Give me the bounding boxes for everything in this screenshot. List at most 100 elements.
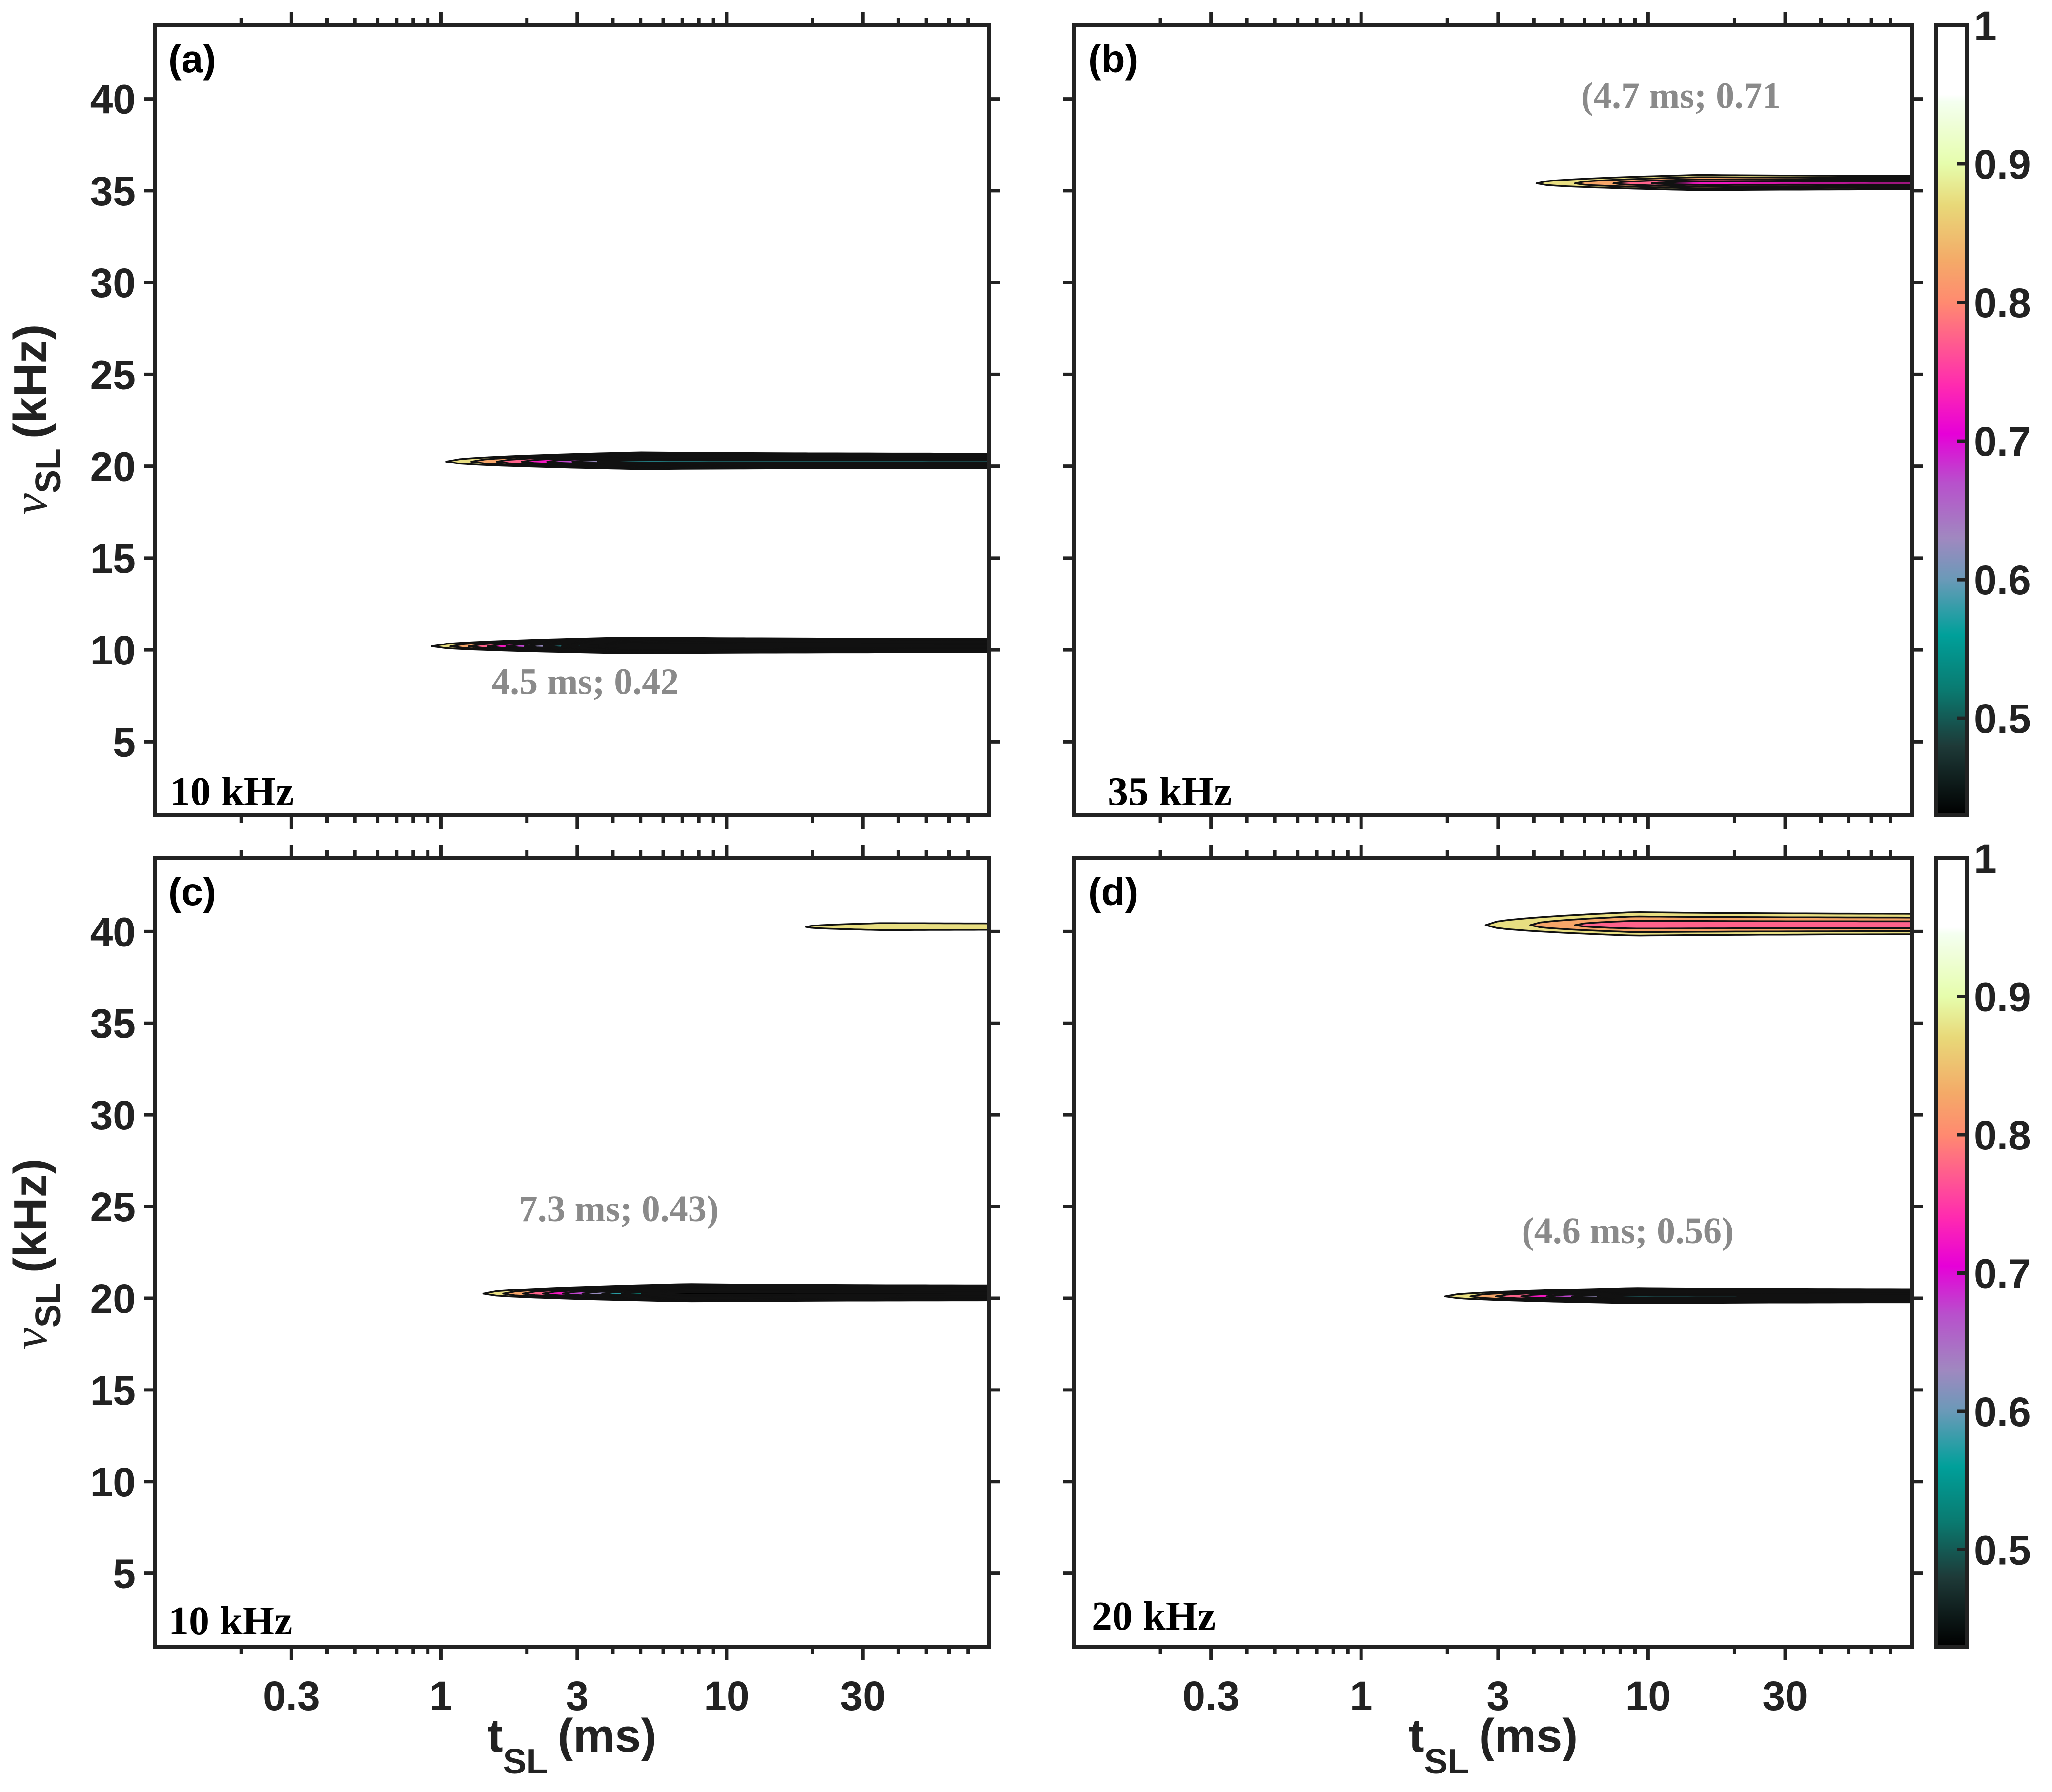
panel-a-contours [431,451,989,654]
x-tick-label: 1 [1350,1673,1373,1719]
panel-b-annotation: (4.7 ms; 0.71 [1581,75,1781,116]
y-axis-title-symbol: ν [3,1328,57,1349]
colorbar-tick-label: 0.7 [1974,1251,2031,1297]
colorbar-tick-label: 0.6 [1974,557,2031,603]
panel-b-ticks [1063,12,1923,829]
contour-band-20.25kHz [482,1283,989,1303]
y-axis-title-subscript: SL [29,448,68,493]
x-tick-label: 30 [840,1673,886,1719]
y-tick-label: 35 [90,1001,136,1047]
svg-text:νSL(kHz): νSL (kHz) [3,1158,68,1349]
colorbar-tick-label: 0.8 [1974,280,2031,326]
panel-d: (d) 20 kHz (4.6 ms; 0.56) 0.3 1 3 10 30 [1063,845,1923,1719]
x-tick-label: 0.3 [1182,1673,1239,1719]
panel-a-spinning-rate: 10 kHz [170,769,294,814]
y-axis-title-top: νSL (kHz) [3,324,68,515]
y-tick-label: 20 [90,1276,136,1322]
y-tick-label: 40 [90,909,136,955]
panel-b-label: (b) [1088,37,1138,81]
y-tick-label: 35 [90,168,136,214]
panel-c-annotation: 7.3 ms; 0.43) [519,1188,719,1229]
colorbar-tick-label: 0.7 [1974,419,2031,464]
x-tick-label: 10 [1625,1673,1671,1719]
x-axis-title-unit: (ms) [1479,1710,1578,1762]
colorbar-tick-label: 0.6 [1974,1389,2031,1435]
colorbar-bottom-frame [1934,856,1969,1649]
y-tick-label: 15 [90,1368,136,1413]
panel-d-spinning-rate: 20 kHz [1092,1593,1216,1639]
y-tick-label: 10 [90,1459,136,1505]
y-tick-label: 25 [90,352,136,398]
y-axis-title-unit: (kHz) [4,324,57,439]
panel-d-ticks [1063,845,1923,1660]
colorbar-tick-label: 1 [1974,3,1997,49]
colorbar-bottom-gradient [1936,858,1967,1647]
contour-level-0.8 [1574,920,1912,930]
colorbar-bottom: 0.5 0.6 0.7 0.8 0.9 1 [1934,836,2031,1649]
x-tick-label: 0.3 [263,1673,320,1719]
panel-c: (c) 10 kHz 7.3 ms; 0.43) 5 10 15 20 25 30 35 40… [90,845,1000,1719]
y-axis-title-unit: (kHz) [4,1158,57,1273]
x-tick-label: 3 [566,1673,589,1719]
colorbar-bottom-ticks: 0.5 0.6 0.7 0.8 0.9 1 [1957,836,2031,1573]
contour-band-20.25kHz [445,451,989,470]
colorbar-tick-label: 1 [1974,836,1997,882]
panel-b-spinning-rate: 35 kHz [1108,769,1232,814]
panel-a-frame [153,23,991,817]
colorbar-top-frame [1934,23,1969,817]
y-axis-title-bottom: νSL (kHz) [3,1158,68,1349]
panel-c-frame [153,856,991,1649]
panel-a: (a) 10 kHz 4.5 ms; 0.42 5 10 15 20 25 30 35 40 [90,12,1000,829]
panel-c-x-tick-labels: 0.3 1 3 10 30 [263,1673,886,1719]
x-axis-title-symbol: t [1409,1710,1424,1762]
panel-d-frame [1072,856,1914,1649]
y-tick-label: 30 [90,260,136,306]
y-tick-label: 5 [113,1551,136,1597]
y-axis-title-symbol: ν [3,493,57,515]
y-tick-label: 5 [113,719,136,765]
contour-band-10.2kHz [431,637,989,654]
panel-a-y-tick-labels: 5 10 15 20 25 30 35 40 [90,77,136,765]
x-axis-title-subscript: SL [503,1742,548,1781]
contour-band-40.35kHz [1484,911,1912,937]
panel-a-annotation: 4.5 ms; 0.42 [491,662,679,703]
panel-c-spinning-rate: 10 kHz [168,1598,292,1644]
colorbar-top-gradient [1936,25,1967,815]
panel-c-label: (c) [168,870,216,913]
y-tick-label: 25 [90,1184,136,1230]
y-tick-label: 15 [90,536,136,582]
colorbar-tick-label: 0.5 [1974,1528,2031,1573]
contour-level-0.45 [661,1291,989,1296]
panel-c-contours [482,922,989,1303]
contour-band-40.25kHz [805,922,989,931]
colorbar-tick-label: 0.8 [1974,1112,2031,1158]
contour-band-35.4kHz [1535,174,1912,191]
x-tick-label: 30 [1762,1673,1808,1719]
contour-level-0.45 [598,644,989,648]
panel-d-x-tick-labels: 0.3 1 3 10 30 [1182,1673,1808,1719]
contour-level-0.6 [1596,1294,1912,1298]
y-tick-label: 30 [90,1092,136,1138]
panel-d-label: (d) [1088,870,1138,913]
panel-d-contours [1444,911,1912,1304]
x-axis-title-subscript: SL [1424,1742,1469,1781]
colorbar-tick-label: 0.9 [1974,141,2031,187]
svg-text:tSL(ms): tSL (ms) [1409,1710,1578,1781]
contour-level-0.6 [597,459,989,464]
svg-text:νSL(kHz): νSL (kHz) [3,324,68,515]
x-tick-label: 10 [704,1673,749,1719]
svg-text:tSL(ms): tSL (ms) [488,1710,657,1781]
x-tick-label: 3 [1486,1673,1509,1719]
colorbar-top: 0.5 0.6 0.7 0.8 0.9 1 [1934,3,2031,817]
x-axis-title-unit: (ms) [558,1710,657,1762]
y-tick-label: 20 [90,444,136,490]
y-tick-label: 10 [90,627,136,673]
panel-b-frame [1072,23,1914,817]
panel-a-ticks [144,12,1000,829]
panel-b-contours [1535,174,1912,191]
y-axis-title-subscript: SL [29,1283,68,1328]
colorbar-tick-label: 0.5 [1974,696,2031,742]
x-tick-label: 1 [429,1673,452,1719]
panel-d-annotation: (4.6 ms; 0.56) [1522,1210,1734,1251]
